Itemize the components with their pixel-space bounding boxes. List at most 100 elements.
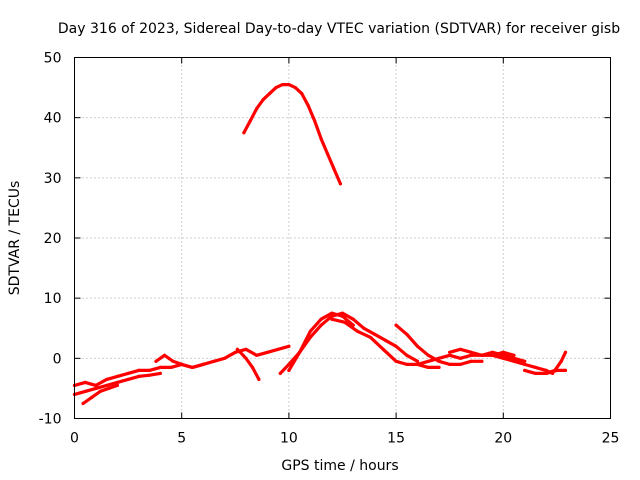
data-point — [268, 92, 272, 96]
data-point — [563, 350, 568, 354]
data-point — [544, 371, 548, 375]
data-point — [250, 365, 255, 369]
data-point — [330, 317, 334, 321]
data-point — [415, 362, 420, 366]
data-point — [426, 359, 430, 363]
data-point — [280, 83, 285, 87]
grid — [74, 57, 611, 419]
data-point — [469, 359, 473, 363]
data-point — [362, 326, 366, 330]
data-point — [368, 335, 372, 339]
series-line-arc-4 — [154, 353, 205, 369]
data-point — [94, 386, 98, 390]
data-point — [90, 395, 94, 399]
data-point — [512, 356, 516, 360]
data-point — [469, 353, 473, 357]
data-point — [330, 311, 334, 315]
data-point — [437, 365, 441, 369]
data-point — [437, 356, 441, 360]
data-point — [83, 389, 87, 393]
y-tick-label: 10 — [44, 291, 62, 307]
data-point — [257, 377, 261, 381]
y-tick-label: 30 — [44, 171, 62, 187]
data-point — [94, 383, 98, 387]
x-axis-label: GPS time / hours — [281, 458, 398, 474]
data-point — [469, 350, 473, 354]
data-point — [244, 356, 248, 360]
data-point — [255, 353, 259, 357]
data-point — [98, 389, 102, 393]
data-point — [105, 383, 109, 387]
data-point — [559, 359, 563, 363]
data-point — [137, 374, 141, 378]
series-line-arc-14 — [544, 350, 568, 375]
data-point — [437, 359, 441, 363]
series-line-arc-15 — [242, 82, 342, 186]
data-point — [338, 182, 342, 186]
data-point — [190, 365, 194, 369]
data-point — [383, 338, 387, 342]
data-point — [105, 377, 109, 381]
data-point — [340, 314, 345, 318]
data-point — [235, 347, 239, 351]
data-point — [332, 167, 336, 171]
y-tick-label: 20 — [44, 231, 62, 247]
data-point — [448, 353, 452, 357]
data-point — [512, 359, 516, 363]
data-point — [340, 311, 345, 315]
data-point — [501, 353, 505, 357]
y-tick-label: -10 — [39, 412, 62, 428]
data-point — [276, 347, 280, 351]
chart-title: Day 316 of 2023, Sidereal Day-to-day VTE… — [58, 21, 620, 37]
data-series — [72, 82, 568, 406]
data-point — [533, 371, 538, 375]
data-point — [480, 359, 484, 363]
data-point — [278, 371, 282, 375]
data-point — [274, 86, 278, 90]
data-point — [448, 350, 452, 354]
data-point — [563, 368, 568, 372]
data-point — [458, 356, 462, 360]
data-point — [169, 365, 173, 369]
data-point — [293, 86, 297, 90]
data-point — [523, 359, 527, 363]
data-point — [171, 359, 175, 363]
data-point — [501, 350, 505, 354]
series-line-arc-8 — [330, 317, 441, 369]
data-point — [306, 104, 310, 108]
data-point — [394, 359, 398, 363]
data-point — [83, 380, 87, 384]
data-point — [126, 377, 130, 381]
x-tick-label: 15 — [387, 431, 405, 447]
axis-ticks: 0 5 10 15 20 25 -10 0 10 20 30 40 50 — [39, 51, 620, 447]
data-point — [137, 368, 141, 372]
data-point — [265, 350, 270, 354]
y-tick-label: 0 — [53, 351, 62, 367]
data-point — [115, 374, 119, 378]
data-point — [394, 344, 398, 348]
data-point — [553, 368, 557, 372]
data-point — [81, 401, 85, 406]
data-point — [287, 362, 291, 366]
data-point — [126, 371, 130, 375]
data-point — [523, 362, 527, 366]
data-point — [233, 350, 237, 354]
data-point — [448, 362, 452, 366]
data-point — [147, 373, 152, 377]
data-point — [287, 83, 291, 87]
data-point — [242, 131, 246, 135]
data-point — [426, 353, 430, 357]
data-point — [308, 335, 312, 339]
data-point — [154, 359, 158, 363]
x-tick-label: 0 — [70, 431, 79, 447]
data-point — [308, 329, 312, 333]
data-point — [255, 107, 259, 111]
y-tick-label: 50 — [44, 51, 62, 67]
data-point — [480, 353, 484, 357]
data-point — [107, 386, 111, 390]
data-point — [287, 344, 291, 348]
data-point — [501, 356, 505, 360]
data-point — [261, 98, 265, 102]
data-point — [147, 368, 152, 372]
